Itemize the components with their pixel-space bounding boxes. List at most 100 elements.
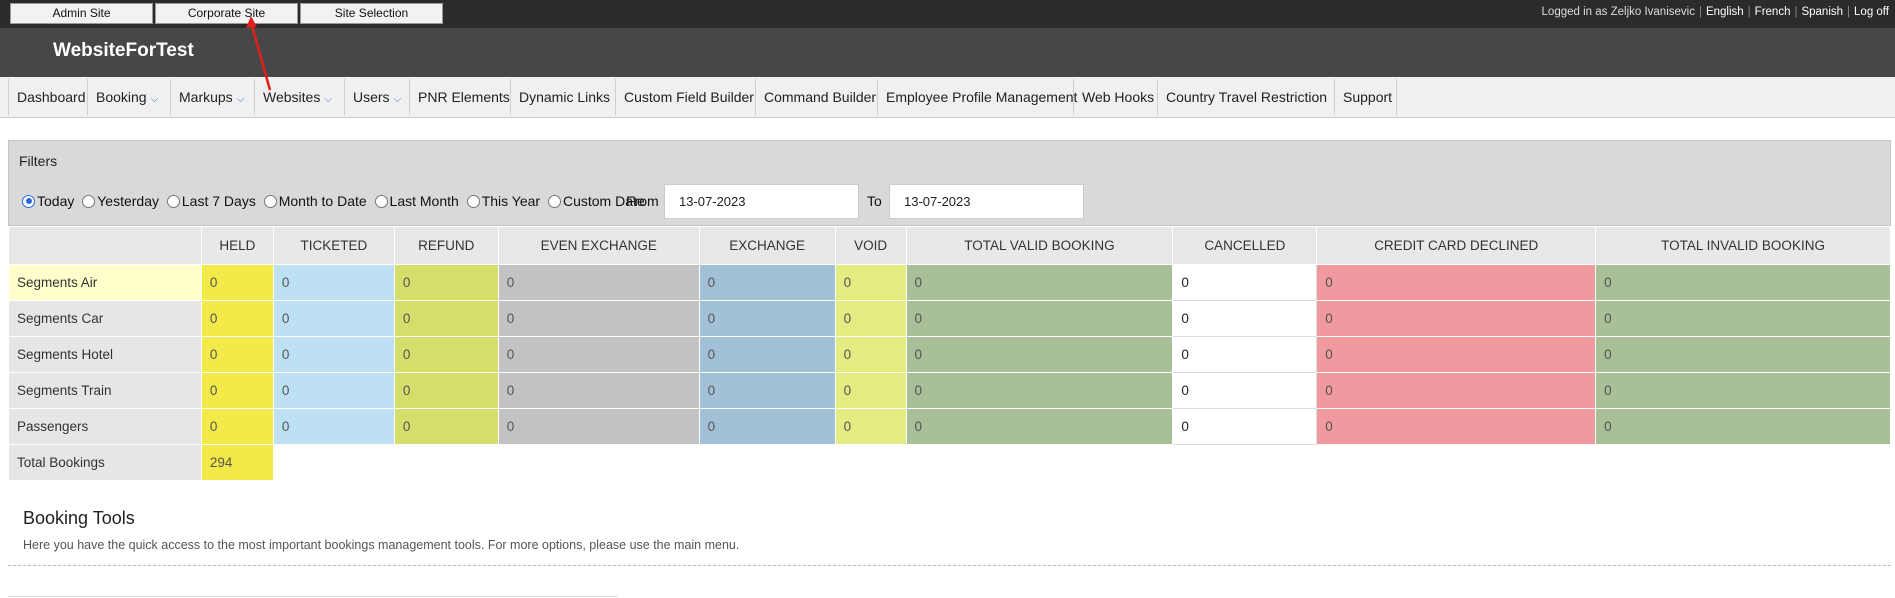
table-cell: 0 <box>1172 372 1318 409</box>
corporate-site-button[interactable]: Corporate Site <box>155 3 298 24</box>
table-cell: 0 <box>497 300 700 337</box>
nav-markups[interactable]: Markups ⌵ <box>171 79 255 115</box>
to-date-input[interactable]: 13-07-2023 <box>889 184 1084 219</box>
table-cell: 0 <box>1595 300 1891 337</box>
table-cell: 0 <box>200 300 274 337</box>
row-label: Total Bookings <box>8 444 202 481</box>
table-cell: 0 <box>698 408 836 445</box>
table-cell: 0 <box>393 372 499 409</box>
admin-site-button[interactable]: Admin Site <box>10 3 153 24</box>
table-cell: 0 <box>497 336 700 373</box>
main-nav: Dashboard Booking ⌵ Markups ⌵ Websites ⌵ Us… <box>0 77 1895 118</box>
table-cell: 0 <box>272 336 395 373</box>
table-cell: 0 <box>393 336 499 373</box>
table-cell: 0 <box>272 300 395 337</box>
radio-label: Last Month <box>389 193 459 209</box>
nav-label: Web Hooks <box>1082 89 1155 105</box>
column-header: TICKETED <box>272 226 395 265</box>
table-cell: 0 <box>698 336 836 373</box>
radio-label: Today <box>37 193 75 209</box>
total-bookings-value: 294 <box>200 444 274 481</box>
column-header <box>8 226 202 265</box>
column-header: VOID <box>834 226 907 265</box>
nav-websites[interactable]: Websites ⌵ <box>255 79 345 115</box>
language-english-link[interactable]: English <box>1705 6 1744 18</box>
nav-label: PNR Elements <box>418 89 510 105</box>
table-cell: 0 <box>834 336 907 373</box>
radio-unchecked-icon <box>82 194 96 208</box>
radio-label: This Year <box>481 193 541 209</box>
radio-checked-icon <box>22 194 35 208</box>
table-cell: 0 <box>200 372 274 409</box>
table-cell: 0 <box>1595 264 1891 301</box>
nav-employee-profile-management[interactable]: Employee Profile Management <box>878 79 1077 115</box>
radio-label: Custom Date <box>562 193 645 209</box>
nav-label: Markups <box>179 89 233 105</box>
table-cell: 0 <box>698 264 836 301</box>
table-cell: 0 <box>272 372 395 409</box>
table-cell: 0 <box>905 372 1174 409</box>
nav-dashboard[interactable]: Dashboard <box>8 79 88 115</box>
to-label: To <box>867 193 882 209</box>
nav-label: Booking <box>96 89 147 105</box>
nav-booking[interactable]: Booking ⌵ <box>88 79 171 115</box>
nav-users[interactable]: Users ⌵ <box>345 79 410 115</box>
table-cell: 0 <box>1172 264 1318 301</box>
nav-country-travel-restriction[interactable]: Country Travel Restriction <box>1158 79 1335 115</box>
radio-today[interactable]: Today <box>22 193 74 209</box>
radio-last-month[interactable]: Last Month <box>374 193 459 209</box>
nav-command-builder[interactable]: Command Builder <box>756 79 878 115</box>
radio-last-7-days[interactable]: Last 7 Days <box>166 193 256 209</box>
table-cell: 0 <box>905 336 1174 373</box>
site-selection-button[interactable]: Site Selection <box>300 3 443 24</box>
nav-label: Websites <box>263 89 321 105</box>
radio-unchecked-icon <box>263 194 277 208</box>
section-divider <box>8 596 618 597</box>
table-row: Segments Train 0 0 0 0 0 0 0 0 0 0 <box>8 372 1891 409</box>
nav-label: Dynamic Links <box>519 89 611 105</box>
from-date-input[interactable]: 13-07-2023 <box>664 184 859 219</box>
nav-label: Dashboard <box>17 89 86 105</box>
nav-web-hooks[interactable]: Web Hooks <box>1074 79 1158 115</box>
radio-this-year[interactable]: This Year <box>466 193 541 209</box>
table-cell: 0 <box>905 408 1174 445</box>
table-row: Segments Car 0 0 0 0 0 0 0 0 0 0 <box>8 300 1891 337</box>
table-cell: 0 <box>1595 336 1891 373</box>
table-cell: 0 <box>834 300 907 337</box>
nav-label: Country Travel Restriction <box>1166 89 1328 105</box>
booking-stats-table: HELD TICKETED REFUND EVEN EXCHANGE EXCHA… <box>8 226 1891 481</box>
booking-tools-description: Here you have the quick access to the mo… <box>23 538 740 552</box>
column-header: REFUND <box>393 226 499 265</box>
column-header: TOTAL VALID BOOKING <box>905 226 1174 265</box>
site-brand[interactable]: WebsiteForTest <box>53 40 194 61</box>
logoff-link[interactable]: Log off <box>1854 6 1889 18</box>
radio-yesterday[interactable]: Yesterday <box>82 193 159 209</box>
language-french-link[interactable]: French <box>1754 6 1791 18</box>
table-cell: 0 <box>1316 372 1597 409</box>
column-header: TOTAL INVALID BOOKING <box>1595 226 1891 265</box>
column-header: CREDIT CARD DECLINED <box>1316 226 1597 265</box>
radio-custom-date[interactable]: Custom Date <box>547 193 645 209</box>
radio-label: Last 7 Days <box>181 193 256 209</box>
nav-label: Support <box>1343 89 1393 105</box>
table-header-row: HELD TICKETED REFUND EVEN EXCHANGE EXCHA… <box>8 226 1891 265</box>
brand-bar: WebsiteForTest <box>0 28 1895 77</box>
nav-dynamic-links[interactable]: Dynamic Links <box>511 79 616 115</box>
booking-tools-title: Booking Tools <box>23 508 135 528</box>
nav-pnr-elements[interactable]: PNR Elements <box>410 79 511 115</box>
radio-unchecked-icon <box>547 194 561 208</box>
table-cell: 0 <box>200 264 274 301</box>
table-cell: 0 <box>393 300 499 337</box>
table-cell: 0 <box>200 408 274 445</box>
radio-month-to-date[interactable]: Month to Date <box>263 193 367 209</box>
radio-label: Month to Date <box>278 193 367 209</box>
table-cell: 0 <box>393 264 499 301</box>
table-cell: 0 <box>834 408 907 445</box>
nav-custom-field-builder[interactable]: Custom Field Builder <box>616 79 756 115</box>
table-cell: 0 <box>497 372 700 409</box>
logged-in-text: Logged in as Zeljko Ivanisevic <box>1541 6 1695 18</box>
nav-support[interactable]: Support <box>1335 79 1397 115</box>
language-spanish-link[interactable]: Spanish <box>1801 6 1844 18</box>
table-cell: 0 <box>1316 264 1597 301</box>
date-range-radios: Today Yesterday Last 7 Days Month to Dat… <box>22 193 649 213</box>
